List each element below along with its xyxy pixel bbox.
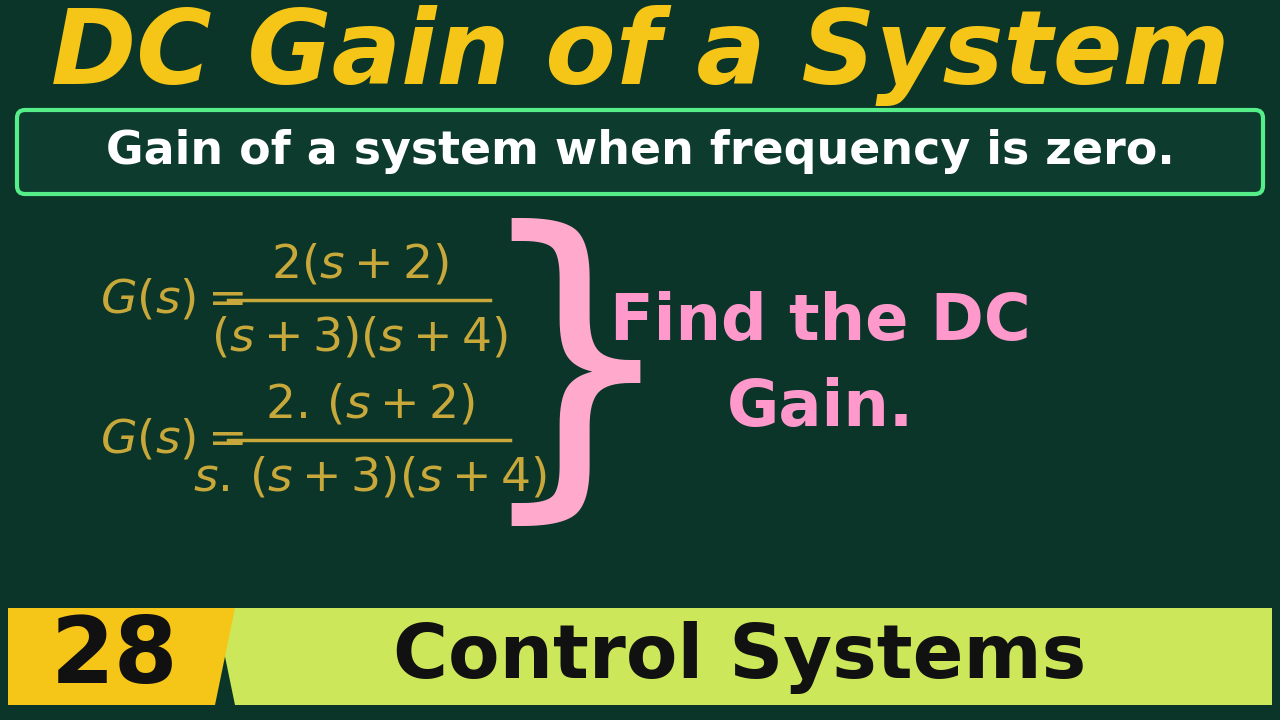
Text: $G(s) =$: $G(s) =$ <box>100 277 244 323</box>
Text: $s.\,(s+3)(s+4)$: $s.\,(s+3)(s+4)$ <box>193 455 547 500</box>
Text: $2.\,(s+2)$: $2.\,(s+2)$ <box>265 382 475 428</box>
Text: Gain of a system when frequency is zero.: Gain of a system when frequency is zero. <box>106 130 1174 174</box>
Text: Find the DC
Gain.: Find the DC Gain. <box>609 291 1030 439</box>
Text: }: } <box>468 218 681 541</box>
Text: $G(s) =$: $G(s) =$ <box>100 418 244 463</box>
Polygon shape <box>8 608 236 705</box>
FancyBboxPatch shape <box>17 110 1263 194</box>
Text: DC Gain of a System: DC Gain of a System <box>51 4 1229 106</box>
Text: $2(s+2)$: $2(s+2)$ <box>271 243 449 287</box>
Text: $(s+3)(s+4)$: $(s+3)(s+4)$ <box>211 315 508 361</box>
Text: 28: 28 <box>51 612 179 702</box>
Text: Control Systems: Control Systems <box>393 621 1087 693</box>
Polygon shape <box>215 608 1272 705</box>
